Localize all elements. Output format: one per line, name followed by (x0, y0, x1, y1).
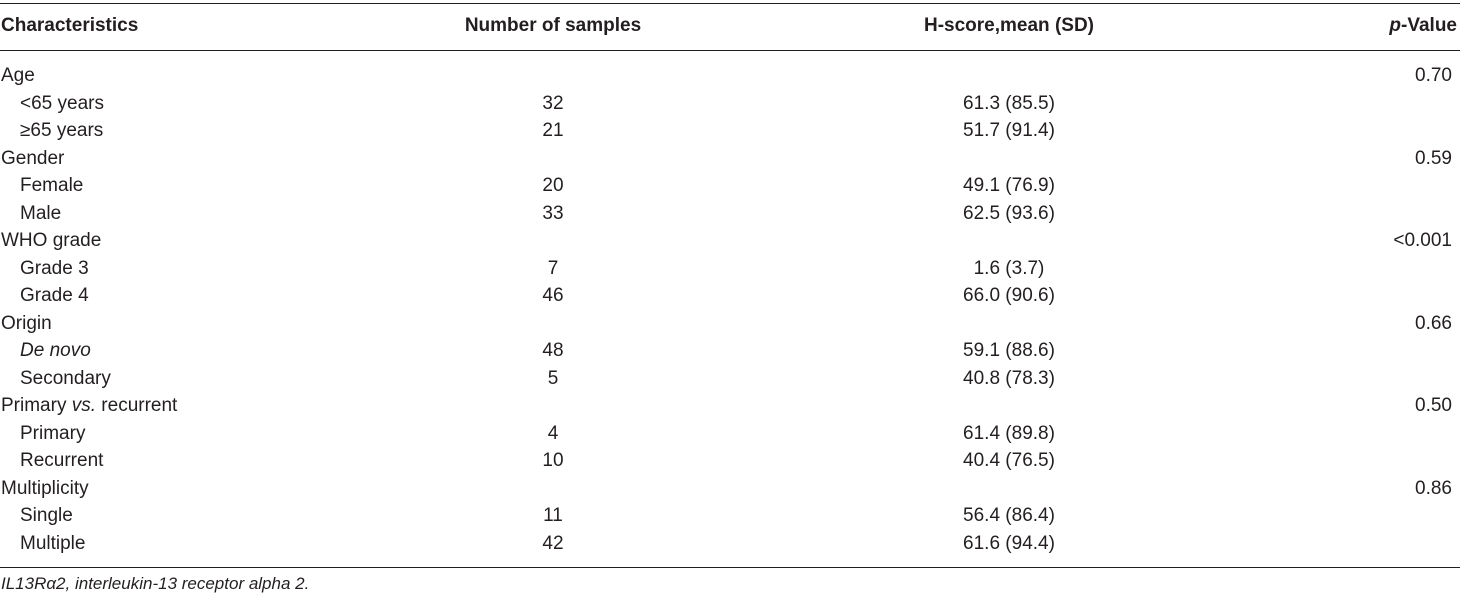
row-n: 32 (542, 92, 564, 114)
header-p-value-italic: p (1389, 15, 1402, 36)
row-h-score: 61.4 (89.8) (963, 422, 1055, 444)
header-number-of-samples: Number of samples (464, 15, 642, 36)
row-label: Grade 4 (20, 285, 89, 306)
row-label: Recurrent (20, 450, 104, 471)
row-label: Primary (20, 422, 86, 444)
row-n: 33 (542, 202, 564, 224)
table-row: De novo 48 59.1 (88.6) (0, 337, 1460, 364)
row-p-value: <0.001 (1393, 230, 1452, 251)
row-label-part: Primary (1, 395, 72, 416)
table-row: Grade 3 7 1.6 (3.7) (0, 255, 1460, 282)
header-rule (0, 50, 1460, 51)
table-row: Grade 4 46 66.0 (90.6) (0, 282, 1460, 309)
row-label: Age (1, 65, 35, 86)
row-label-part: recurrent (96, 395, 178, 416)
table-header-row: Characteristics Number of samples H-scor… (0, 0, 1460, 50)
row-label: Grade 3 (20, 257, 89, 279)
table-row: Primary 4 61.4 (89.8) (0, 420, 1460, 447)
row-label: Origin (1, 312, 52, 334)
row-label: Female (20, 175, 84, 196)
table-row: Recurrent 10 40.4 (76.5) (0, 447, 1460, 474)
table-row: Multiplicity 0.86 (0, 475, 1460, 502)
table-row: Secondary 5 40.8 (78.3) (0, 365, 1460, 392)
row-h-score: 59.1 (88.6) (963, 340, 1055, 361)
header-h-score: H-score,mean (SD) (924, 15, 1094, 36)
row-h-score: 62.5 (93.6) (963, 202, 1055, 224)
table-row: WHO grade <0.001 (0, 227, 1460, 254)
table-row: ≥65 years 21 51.7 (91.4) (0, 117, 1460, 144)
table-footnote: IL13Rα2, interleukin-13 receptor alpha 2… (1, 574, 310, 593)
row-label: Multiple (20, 532, 86, 554)
header-p-value: p-Value (1389, 4, 1457, 50)
table-row: Male 33 62.5 (93.6) (0, 200, 1460, 227)
row-label-part-italic: vs. (71, 395, 97, 416)
table-row: Female 20 49.1 (76.9) (0, 172, 1460, 199)
row-label: De novo (20, 340, 91, 361)
row-label: WHO grade (1, 230, 102, 251)
row-n: 21 (542, 120, 564, 141)
row-h-score: 61.6 (94.4) (963, 532, 1055, 554)
row-n: 42 (542, 532, 564, 554)
row-n: 11 (543, 505, 563, 526)
row-label: Multiplicity (1, 477, 89, 499)
row-n: 10 (542, 450, 564, 471)
table-row: Gender 0.59 (0, 145, 1460, 172)
header-characteristics: Characteristics (1, 15, 139, 36)
row-n: 4 (547, 422, 559, 444)
table-row: Single 11 56.4 (86.4) (0, 502, 1460, 529)
row-p-value: 0.66 (1415, 312, 1452, 334)
row-h-score: 49.1 (76.9) (963, 175, 1055, 196)
table-row: Origin 0.66 (0, 310, 1460, 337)
table-row: Age 0.70 (0, 62, 1460, 89)
table-row: <65 years 32 61.3 (85.5) (0, 90, 1460, 117)
row-p-value: 0.50 (1415, 395, 1452, 416)
row-h-score: 61.3 (85.5) (963, 92, 1055, 114)
row-n: 7 (547, 257, 559, 279)
row-label: ≥65 years (20, 120, 104, 141)
row-label: Single (20, 505, 73, 526)
row-n: 5 (547, 367, 559, 389)
row-p-value: 0.70 (1415, 65, 1452, 86)
row-n: 20 (542, 175, 564, 196)
row-h-score: 51.7 (91.4) (963, 120, 1055, 141)
row-h-score: 56.4 (86.4) (963, 505, 1055, 526)
bottom-rule (0, 567, 1460, 568)
row-label: Gender (1, 147, 65, 169)
row-h-score: 1.6 (3.7) (973, 257, 1045, 279)
row-n: 46 (542, 285, 564, 306)
row-label: Secondary (20, 367, 111, 389)
row-label: <65 years (20, 92, 104, 114)
row-h-score: 66.0 (90.6) (963, 285, 1055, 306)
table-row: Multiple 42 61.6 (94.4) (0, 530, 1460, 557)
row-h-score: 40.4 (76.5) (963, 450, 1055, 471)
row-label: Primary vs. recurrent (1, 392, 177, 419)
header-p-value-rest: -Value (1401, 15, 1457, 36)
row-p-value: 0.59 (1415, 147, 1452, 169)
row-p-value: 0.86 (1415, 477, 1452, 499)
row-h-score: 40.8 (78.3) (963, 367, 1055, 389)
table-row: Primary vs. recurrent 0.50 (0, 392, 1460, 419)
row-label: Male (20, 202, 62, 224)
top-rule (0, 3, 1460, 4)
row-n: 48 (542, 340, 564, 361)
